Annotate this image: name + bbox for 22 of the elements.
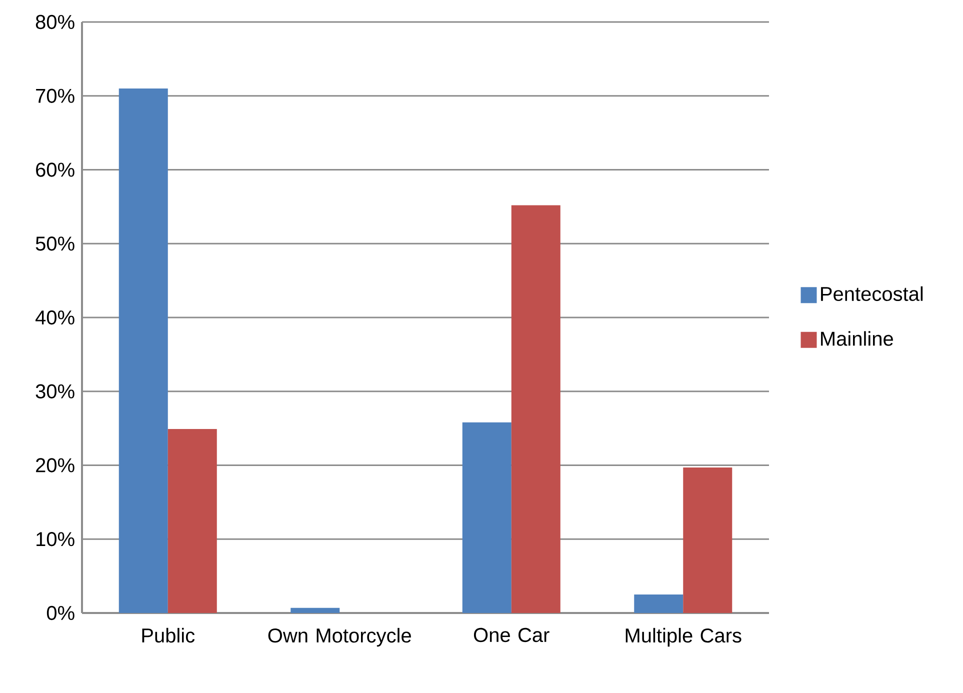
y-tick-label: 80% (36, 14, 74, 30)
x-tick-label: Public (142, 628, 195, 643)
y-tick-label: 30% (36, 384, 74, 398)
bar (290, 608, 340, 613)
bar (511, 205, 560, 613)
y-tick-label: 60% (36, 162, 74, 177)
y-tick-label: 20% (36, 458, 74, 472)
bar (462, 422, 512, 613)
bar (118, 88, 168, 613)
x-tick-label: One Car (474, 628, 550, 642)
y-tick-label: 40% (36, 310, 74, 325)
y-tick-label: 70% (36, 88, 74, 103)
y-tick-label: 50% (36, 236, 74, 251)
y-tick-label: 0% (46, 606, 74, 620)
bar (634, 594, 684, 613)
x-tick-label: Multiple Cars (626, 628, 742, 647)
x-tick-label: Own Motorcycle (268, 628, 411, 647)
legend-label: Mainline (821, 331, 893, 346)
y-tick-label: 10% (36, 532, 74, 546)
legend-label: Pentecostal (821, 286, 923, 302)
bar (168, 429, 217, 613)
bar (683, 467, 732, 613)
